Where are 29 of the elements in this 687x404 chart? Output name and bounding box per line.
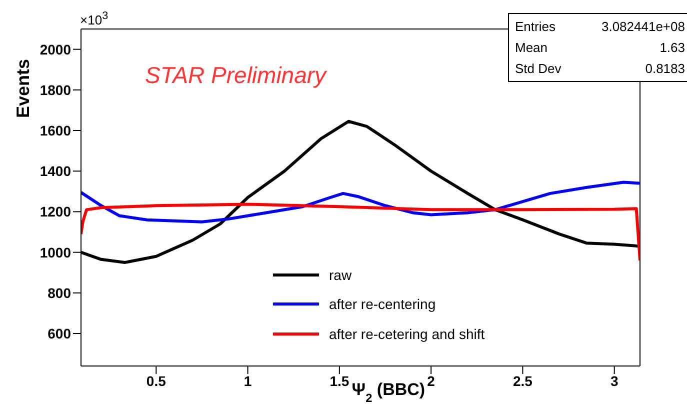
annotation: Std Dev bbox=[515, 61, 562, 76]
x-axis-title: Ψ$_{2}$ (BBC) bbox=[352, 380, 426, 404]
y-tick-label: 800 bbox=[48, 284, 72, 301]
y-axis-title: Events bbox=[12, 59, 33, 118]
y-tick-label: 1000 bbox=[40, 244, 72, 260]
annotation: 3.082441e+08 bbox=[601, 19, 685, 34]
x-tick-label: 1 bbox=[244, 372, 252, 389]
line-series bbox=[81, 180, 640, 224]
legend-label: after re-cetering and shift bbox=[329, 326, 485, 342]
y-tick-label: 600 bbox=[48, 325, 72, 342]
annotation: Entries bbox=[515, 19, 556, 34]
text: ×10$^{3}$ bbox=[80, 10, 108, 28]
legend-label: raw bbox=[329, 266, 352, 283]
x-tick-label: 1.5 bbox=[330, 372, 350, 389]
line-series bbox=[81, 202, 640, 262]
y-tick-label: 1400 bbox=[40, 163, 72, 180]
x-tick-label: 3 bbox=[610, 372, 618, 389]
legend-label: after re-centering bbox=[329, 296, 436, 312]
x-tick-label: 2 bbox=[427, 372, 436, 389]
text: 0.8183 bbox=[645, 61, 685, 76]
y-tick-label: 1600 bbox=[40, 122, 72, 138]
annotation: STAR Preliminary bbox=[145, 62, 326, 89]
y-tick-label: 1800 bbox=[40, 82, 72, 98]
annotation: Mean bbox=[515, 40, 548, 55]
y-tick-label: 2000 bbox=[40, 41, 72, 58]
text: 1.63 bbox=[660, 40, 685, 55]
x-tick-label: 2.5 bbox=[512, 372, 533, 389]
x-tick-label: 0.5 bbox=[146, 372, 166, 389]
y-tick-label: 1200 bbox=[40, 204, 72, 220]
